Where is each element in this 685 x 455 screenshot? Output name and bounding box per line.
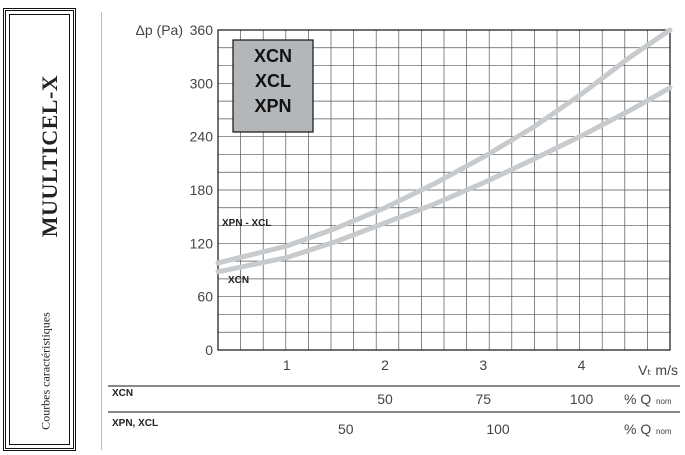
x-tick-label: 1 bbox=[283, 357, 291, 373]
secondary-axis-tick: 75 bbox=[476, 391, 492, 407]
secondary-axis-unit-sub: nom bbox=[656, 397, 672, 406]
secondary-axis-label: XPN, XCL bbox=[112, 418, 158, 429]
curve-line bbox=[215, 27, 673, 266]
sidebar-frame: MUULTICEL-X Courbes caractéristiques bbox=[3, 8, 76, 451]
legend-box bbox=[232, 39, 314, 133]
plot-frame bbox=[217, 29, 671, 351]
y-tick-label: 240 bbox=[190, 129, 214, 145]
secondary-axis-label: XCN bbox=[112, 388, 133, 399]
secondary-axis-tick: 100 bbox=[570, 391, 594, 407]
y-tick-label: 360 bbox=[190, 22, 214, 38]
y-axis-title: Δp (Pa) bbox=[136, 22, 183, 38]
y-tick-label: 60 bbox=[197, 289, 213, 305]
sidebar-inner-frame bbox=[9, 14, 70, 445]
y-tick-label: 300 bbox=[190, 75, 214, 91]
secondary-axis-tick: 50 bbox=[338, 421, 354, 437]
secondary-axis-tick: 50 bbox=[377, 391, 393, 407]
x-tick-label: 4 bbox=[578, 357, 586, 373]
secondary-axis-tick: 100 bbox=[486, 421, 510, 437]
series-label-xcn: XCN bbox=[228, 275, 249, 286]
y-tick-label: 0 bbox=[205, 342, 213, 358]
x-tick-label: 2 bbox=[381, 357, 389, 373]
divider-line bbox=[101, 12, 102, 450]
x-axis-title: Vₜ m/s bbox=[638, 362, 678, 378]
legend-label: XPN bbox=[254, 96, 291, 116]
secondary-axis-unit: % Q bbox=[624, 421, 651, 437]
legend-label: XCN bbox=[254, 46, 292, 66]
x-tick-label: 3 bbox=[479, 357, 487, 373]
y-tick-label: 120 bbox=[190, 235, 214, 251]
series-label-xpn-xcl: XPN - XCL bbox=[222, 218, 271, 229]
curve-line bbox=[215, 85, 673, 275]
legend-label: XCL bbox=[255, 71, 291, 91]
y-tick-label: 180 bbox=[190, 182, 214, 198]
secondary-axis-unit: % Q bbox=[624, 391, 651, 407]
secondary-axis-unit-sub: nom bbox=[656, 427, 672, 436]
